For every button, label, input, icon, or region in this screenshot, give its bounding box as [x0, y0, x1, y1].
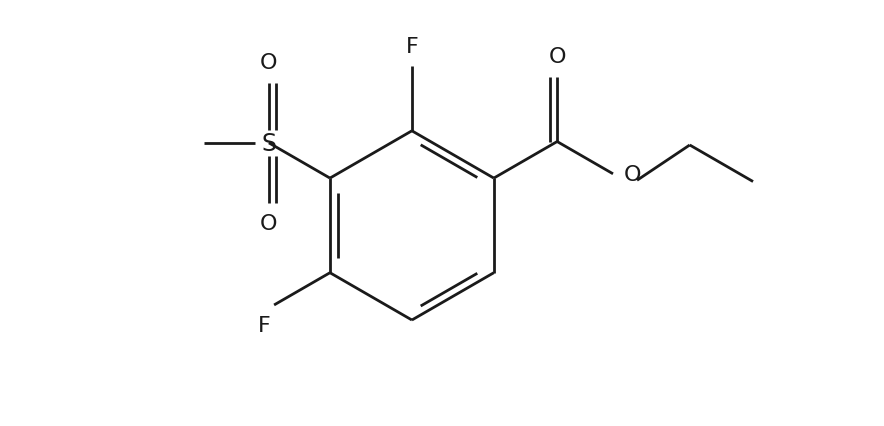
- Text: F: F: [257, 316, 271, 336]
- Text: F: F: [406, 37, 418, 57]
- Text: O: O: [624, 164, 642, 184]
- Text: S: S: [262, 132, 277, 155]
- Text: O: O: [548, 47, 566, 67]
- Text: O: O: [260, 53, 278, 73]
- Text: O: O: [260, 214, 278, 234]
